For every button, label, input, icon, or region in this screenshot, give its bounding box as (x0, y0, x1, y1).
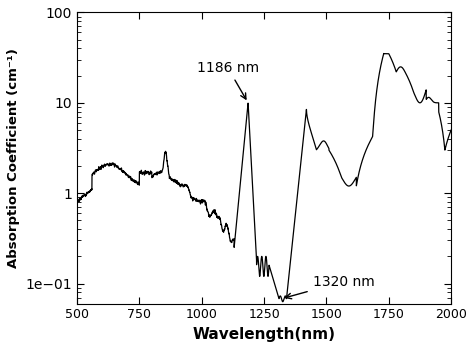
Y-axis label: Absorption Coefficient (cm⁻¹): Absorption Coefficient (cm⁻¹) (7, 48, 20, 268)
Text: 1186 nm: 1186 nm (197, 61, 259, 99)
X-axis label: Wavelength(nm): Wavelength(nm) (192, 327, 336, 342)
Text: 1320 nm: 1320 nm (286, 275, 374, 299)
